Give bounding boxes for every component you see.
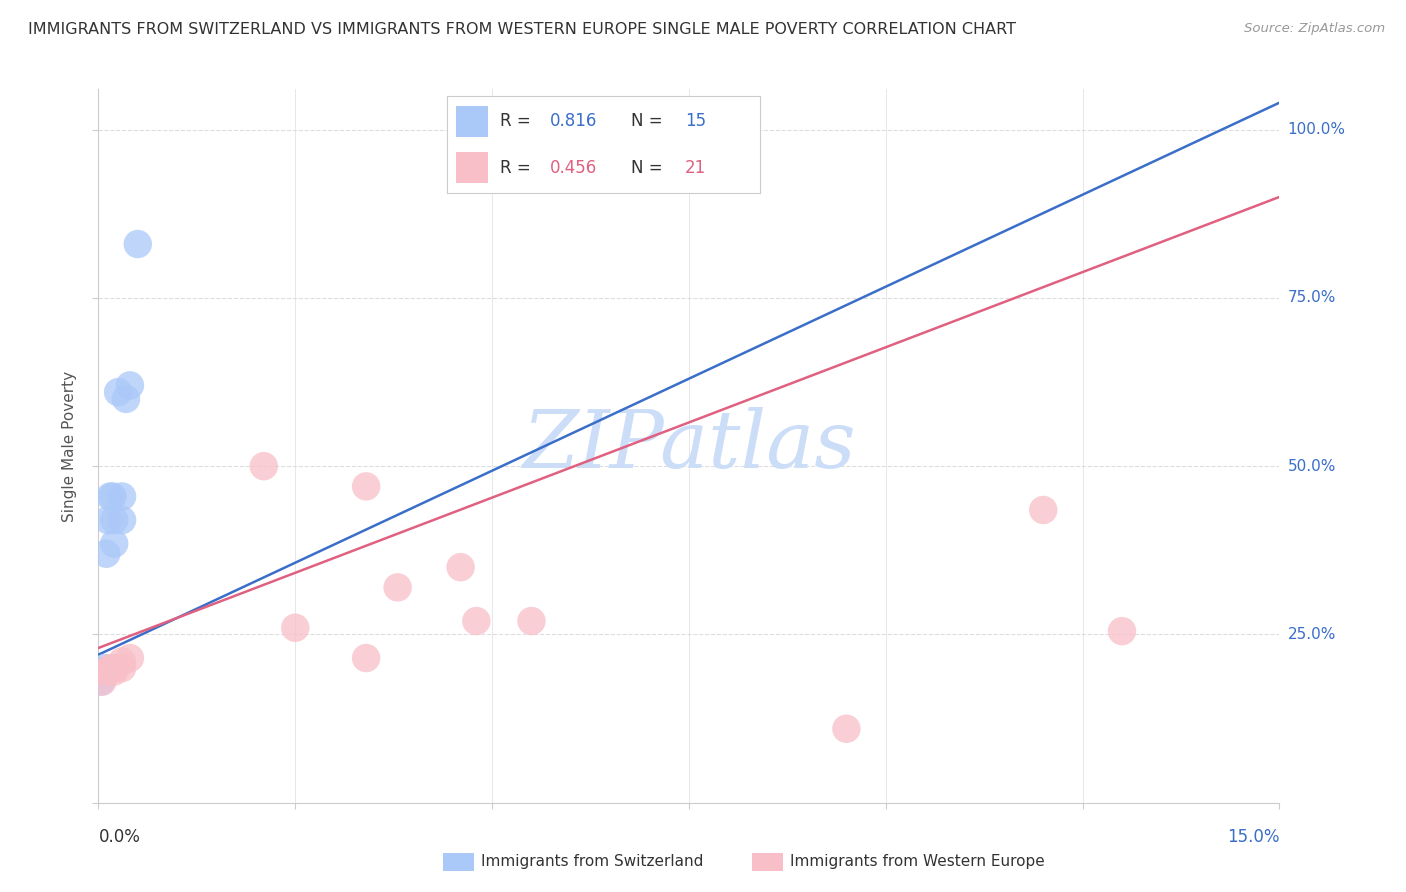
Text: 50.0%: 50.0% [1288,458,1336,474]
Text: 0.0%: 0.0% [98,828,141,846]
Point [90,674,112,689]
Text: 75.0%: 75.0% [1288,291,1336,305]
Point [354,651,377,665]
Point [387,580,409,594]
Y-axis label: Single Male Poverty: Single Male Poverty [62,370,77,522]
Text: Immigrants from Switzerland: Immigrants from Switzerland [481,855,703,869]
Point [96,665,118,679]
Text: ZIPatlas: ZIPatlas [522,408,856,484]
Point [103,661,125,675]
Text: IMMIGRANTS FROM SWITZERLAND VS IMMIGRANTS FROM WESTERN EUROPE SINGLE MALE POVERT: IMMIGRANTS FROM SWITZERLAND VS IMMIGRANT… [28,22,1017,37]
Point [354,479,377,493]
Point [835,722,858,736]
Point [107,385,129,400]
Text: 15.0%: 15.0% [1227,828,1279,846]
Point [96,665,118,679]
Point [1032,503,1054,517]
Point [118,378,141,392]
Text: Immigrants from Western Europe: Immigrants from Western Europe [790,855,1045,869]
Point [465,614,488,628]
Point [103,665,125,679]
Point [98,490,121,504]
Point [1111,624,1133,639]
Point [253,459,276,474]
Point [91,674,114,689]
Point [96,547,118,561]
Point [93,661,115,675]
Point [103,536,125,550]
Point [97,513,120,527]
Point [91,665,114,679]
Point [103,513,125,527]
Text: 25.0%: 25.0% [1288,627,1336,642]
Point [111,661,134,675]
Point [115,392,138,406]
Point [127,237,149,252]
Text: 100.0%: 100.0% [1288,122,1346,137]
Point [98,661,121,675]
Point [118,651,141,665]
Text: Source: ZipAtlas.com: Source: ZipAtlas.com [1244,22,1385,36]
Point [103,661,125,675]
Point [284,621,307,635]
Point [520,614,543,628]
Point [101,490,124,504]
Point [111,655,134,669]
Point [111,490,134,504]
Point [450,560,472,574]
Point [111,513,134,527]
